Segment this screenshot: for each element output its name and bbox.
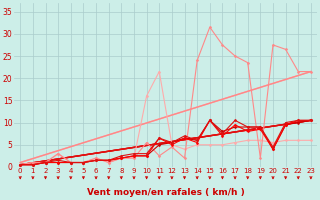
X-axis label: Vent moyen/en rafales ( km/h ): Vent moyen/en rafales ( km/h ) [87,188,244,197]
